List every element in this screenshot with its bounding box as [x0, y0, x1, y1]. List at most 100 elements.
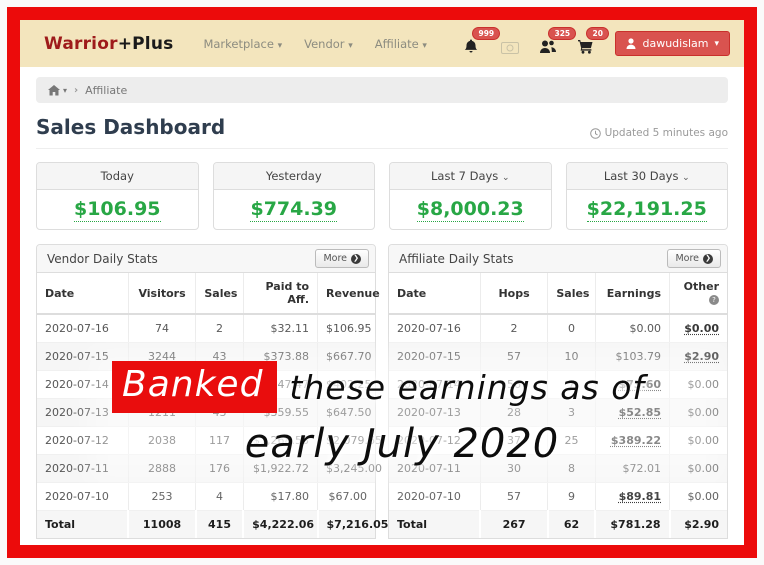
cell: 2020-07-14 — [37, 370, 129, 399]
table-row: 2020-07-13 28 3 $52.85 $0.00 — [389, 398, 727, 427]
affiliate-requests-badge: 325 — [548, 26, 577, 41]
cell[interactable]: $73.60 — [595, 370, 671, 399]
other-help-icon[interactable]: ? — [709, 295, 719, 305]
cell: $0.00 — [669, 370, 727, 399]
username: dawudislam — [642, 37, 709, 50]
column-header: Date — [37, 273, 129, 315]
total-cell: $781.28 — [595, 510, 671, 538]
chevron-down-icon: ▾ — [348, 40, 353, 51]
cell: 1300 — [128, 370, 197, 399]
cell: 2020-07-10 — [37, 482, 129, 511]
vendor-more-button[interactable]: More ❯ — [315, 249, 369, 268]
column-header: Revenue — [317, 273, 380, 315]
brand-logo[interactable]: Warrior+Plus — [44, 34, 173, 54]
stat-cards: Today $106.95 Yesterday $774.39 Last 7 D… — [36, 162, 728, 230]
cell: $1,922.72 — [243, 454, 319, 483]
notification-badge: 999 — [472, 26, 501, 41]
cell: $0.00 — [669, 426, 727, 455]
cell: 37 — [480, 426, 549, 455]
chevron-down-icon: ▾ — [422, 40, 427, 51]
cart-icon[interactable]: 20 — [577, 26, 609, 54]
table-row: 2020-07-10 253 4 $17.80 $67.00 — [37, 482, 375, 511]
stat-card-value[interactable]: $774.39 — [250, 198, 338, 222]
cell: $402.25 — [317, 370, 375, 399]
cell: $17.80 — [243, 482, 319, 511]
column-header: Sales — [547, 273, 596, 315]
cell: 2020-07-15 — [389, 342, 481, 371]
home-icon — [48, 84, 60, 95]
stat-card-dropdown[interactable]: Last 7 Days ⌄ — [390, 163, 551, 190]
cell[interactable]: $2.90 — [669, 342, 727, 371]
cell: $0.00 — [669, 398, 727, 427]
cell: 7 — [547, 370, 596, 399]
stat-card-last-7-days: Last 7 Days ⌄ $8,000.23 — [389, 162, 552, 230]
cell: 2020-07-13 — [389, 398, 481, 427]
total-cell: 62 — [547, 510, 597, 538]
cell: 2020-07-13 — [37, 398, 129, 427]
column-header: Sales — [195, 273, 244, 315]
cell: 176 — [195, 454, 244, 483]
cell: 2020-07-12 — [389, 426, 481, 455]
cell: $0.00 — [669, 482, 727, 511]
vendor-recurring-panel: Vendor Recurring Payments More ❯ — [36, 552, 376, 558]
total-cell: 267 — [480, 510, 549, 538]
recurring-panels: Vendor Recurring Payments More ❯ Affilia… — [36, 552, 728, 558]
breadcrumb-home[interactable]: ▾ — [48, 84, 68, 96]
cell: $1,268.53 — [243, 426, 319, 455]
nav-item-marketplace[interactable]: Marketplace ▾ — [203, 36, 283, 51]
stat-card-value[interactable]: $8,000.23 — [416, 198, 524, 222]
total-row: Total 267 62 $781.28 $2.90 — [389, 510, 727, 538]
panel-title: Vendor Daily Stats — [47, 251, 158, 266]
page-frame: Warrior+Plus Marketplace ▾ Vendor ▾ Affi… — [7, 7, 757, 558]
cell: $247.47 — [243, 370, 319, 399]
user-menu-button[interactable]: dawudislam ▾ — [615, 31, 730, 56]
vendor-recurring-more-button[interactable]: More ❯ — [315, 557, 369, 558]
total-row: Total 11008 415 $4,222.06 $7,216.05 — [37, 510, 388, 538]
cell: 3 — [547, 398, 596, 427]
breadcrumb-separator: › — [74, 84, 79, 96]
affiliate-recurring-more-button[interactable]: More ❯ — [667, 557, 721, 558]
column-header: Date — [389, 273, 481, 315]
stat-card-label: Today — [37, 163, 198, 190]
cell: 2020-07-11 — [389, 454, 481, 483]
stat-card-label: Yesterday — [213, 163, 374, 190]
table-row: 2020-07-11 2888 176 $1,922.72 $3,245.00 — [37, 454, 382, 483]
chevron-down-icon: ▾ — [63, 85, 68, 95]
nav-item-affiliate[interactable]: Affiliate ▾ — [374, 36, 427, 51]
arrow-circle-icon: ❯ — [351, 253, 361, 264]
total-cell: 11008 — [128, 510, 197, 538]
cell[interactable]: $0.00 — [669, 314, 727, 343]
users-icon[interactable]: 325 — [539, 26, 577, 54]
stat-card-value[interactable]: $106.95 — [73, 198, 161, 222]
cell[interactable]: $389.22 — [595, 426, 671, 455]
header-icons: 999 325 20 dawudislam ▾ — [463, 26, 730, 56]
table-header-row: Date Visitors Sales Paid to Aff. Revenue — [37, 273, 380, 315]
banknote-icon[interactable] — [501, 34, 523, 54]
cell: 2020-07-11 — [37, 454, 129, 483]
brand-part2: +Plus — [117, 33, 174, 54]
stat-card-value[interactable]: $22,191.25 — [586, 198, 707, 222]
cell: $2,079.65 — [317, 426, 382, 455]
nav-item-vendor[interactable]: Vendor ▾ — [304, 36, 353, 51]
cell: 57 — [480, 342, 549, 371]
cell: $667.70 — [317, 342, 375, 371]
page-title: Sales Dashboard — [36, 115, 226, 139]
cell[interactable]: $52.85 — [595, 398, 671, 427]
stat-card-dropdown[interactable]: Last 30 Days ⌄ — [566, 163, 727, 190]
cell: 43 — [195, 342, 244, 371]
column-header: Other? — [669, 273, 727, 315]
total-cell: $7,216.05 — [317, 510, 388, 538]
bell-icon[interactable]: 999 — [463, 26, 501, 54]
affiliate-daily-stats-table: Date Hops Sales Earnings Other? 2020-07-16 2 0 $… — [389, 273, 727, 538]
cell: 43 — [195, 398, 244, 427]
clock-icon — [589, 127, 601, 139]
brand-part1: Warrior — [44, 33, 118, 54]
affiliate-more-button[interactable]: More ❯ — [667, 249, 721, 268]
cell: 57 — [480, 482, 549, 511]
total-cell: $2.90 — [669, 510, 727, 538]
cell: 2020-07-10 — [389, 482, 481, 511]
cell[interactable]: $89.81 — [595, 482, 671, 511]
cell: 30 — [480, 454, 549, 483]
cell: 253 — [128, 482, 197, 511]
